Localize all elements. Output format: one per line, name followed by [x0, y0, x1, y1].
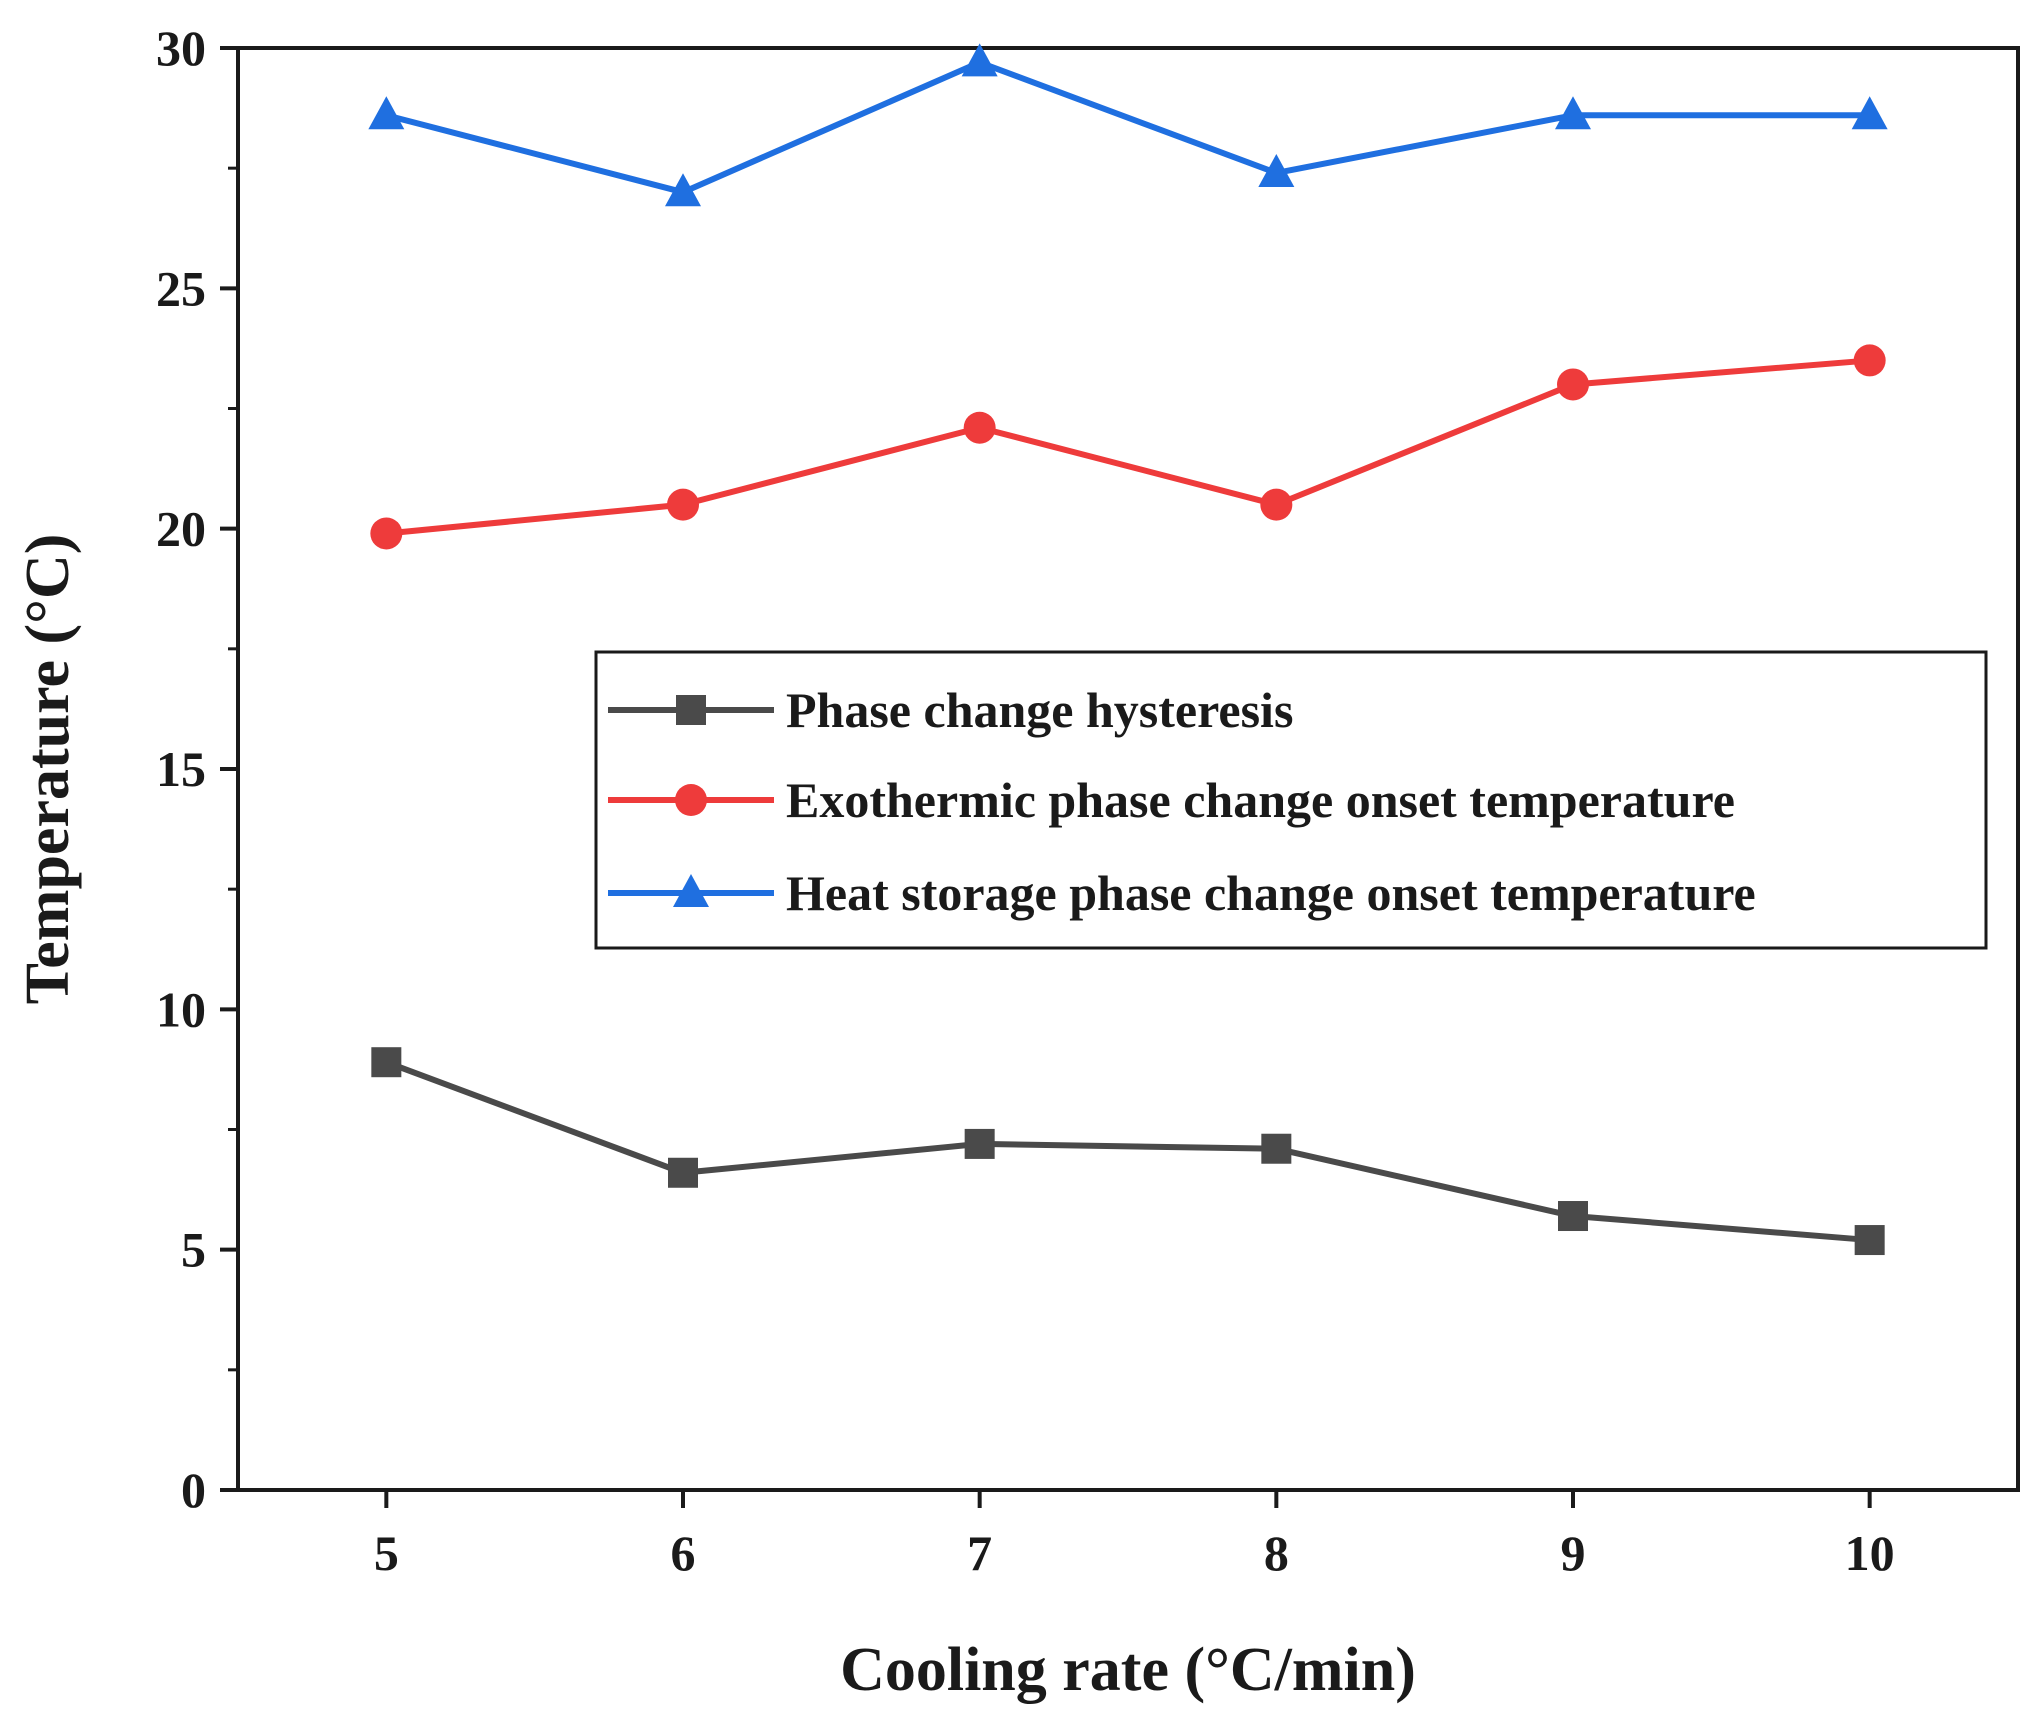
legend-item: Phase change hysteresis	[608, 682, 1293, 738]
data-point	[1557, 368, 1589, 401]
data-point	[371, 1047, 402, 1078]
x-axis-ticks: 5 6 7 8 9 10	[374, 1490, 1895, 1581]
y-tick-label: 10	[156, 981, 206, 1037]
legend-swatch-marker	[675, 784, 707, 816]
data-point	[668, 1157, 698, 1188]
legend-box	[594, 650, 1988, 950]
data-point	[961, 43, 998, 77]
y-axis-ticks: 0 5 10 15 20 25 30	[156, 20, 238, 1518]
series-line	[385, 1059, 1870, 1244]
data-point	[1854, 1225, 1885, 1256]
data-point	[1260, 488, 1293, 521]
data-point	[370, 517, 403, 550]
legend-item: Heat storage phase change onset temperat…	[608, 865, 1756, 921]
y-tick-label: 5	[181, 1222, 206, 1278]
legend-swatch-marker	[673, 874, 709, 907]
data-point	[1853, 344, 1886, 377]
data-point	[368, 96, 405, 130]
data-point	[1261, 1133, 1292, 1164]
legend-item: Exothermic phase change onset temperatur…	[608, 772, 1735, 828]
series-2	[370, 344, 1886, 550]
data-point	[665, 173, 701, 207]
data-point	[667, 488, 699, 521]
data-point	[1558, 1201, 1588, 1232]
legend-label: Exothermic phase change onset temperatur…	[786, 772, 1735, 828]
y-tick-label: 25	[156, 260, 206, 316]
x-tick-label: 8	[1264, 1525, 1289, 1581]
data-point	[964, 1128, 995, 1159]
data-point	[1555, 96, 1591, 130]
legend-label: Phase change hysteresis	[786, 682, 1293, 738]
series-layer	[368, 43, 1888, 1256]
y-axis-title: Temperature (°C)	[14, 534, 82, 1005]
y-tick-label: 30	[156, 20, 206, 76]
x-tick-label: 7	[967, 1525, 992, 1581]
data-point	[1851, 96, 1888, 130]
y-tick-label: 15	[156, 741, 206, 797]
series-line	[386, 357, 1870, 537]
x-tick-label: 9	[1561, 1525, 1586, 1581]
x-tick-label: 6	[671, 1525, 696, 1581]
y-tick-label: 0	[181, 1462, 206, 1518]
x-tick-label: 5	[374, 1525, 399, 1581]
data-point	[1258, 153, 1295, 187]
legend-swatch-marker	[676, 695, 706, 725]
series-3	[368, 43, 1888, 207]
data-point	[963, 411, 996, 444]
x-axis-title: Cooling rate (°C/min)	[840, 1636, 1416, 1704]
legend-label: Heat storage phase change onset temperat…	[786, 865, 1756, 921]
series-1	[371, 1047, 1885, 1256]
y-tick-label: 20	[156, 501, 206, 557]
x-tick-label: 10	[1845, 1525, 1895, 1581]
legend: Phase change hysteresis Exothermic phase …	[594, 650, 1988, 950]
series-line	[385, 59, 1870, 196]
